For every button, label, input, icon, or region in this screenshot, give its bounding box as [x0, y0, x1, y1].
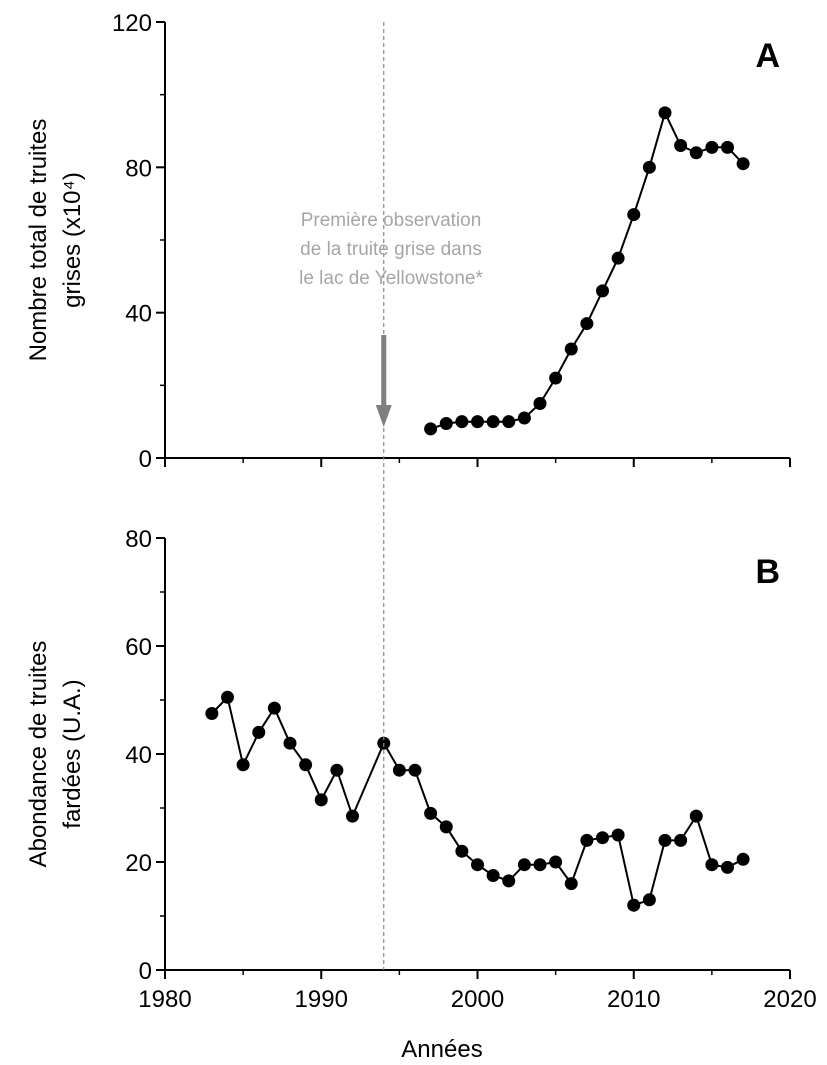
data-point: [314, 793, 328, 807]
panel-a-points: [424, 106, 750, 436]
data-point: [658, 106, 672, 120]
first-observation-annotation: Première observation de la truite grise d…: [299, 22, 484, 970]
data-point: [564, 342, 578, 356]
data-point: [221, 690, 234, 704]
data-point: [736, 157, 750, 171]
data-point: [486, 869, 500, 882]
y-tick-label: 80: [125, 526, 152, 553]
data-point: [705, 858, 719, 872]
y-tick-label: 20: [125, 850, 152, 877]
data-point: [267, 701, 281, 715]
y-tick-label: 0: [139, 446, 152, 473]
panel-a-y-axis-title: Nombre total de truites grises (x10⁴): [25, 119, 86, 362]
data-point: [283, 736, 297, 750]
y-axis-title-line: Nombre total de truites: [25, 119, 52, 362]
data-point: [642, 893, 656, 907]
data-point: [236, 758, 250, 772]
data-point: [580, 833, 594, 847]
data-point: [439, 416, 453, 430]
data-point: [627, 898, 641, 912]
y-tick-label: 0: [139, 958, 152, 985]
annotation-line: Première observation: [301, 210, 482, 231]
data-point: [611, 828, 625, 842]
data-point: [439, 820, 453, 834]
data-point: [674, 833, 688, 847]
data-point: [627, 208, 641, 222]
data-point: [471, 415, 484, 429]
annotation-line: le lac de Yellowstone*: [299, 268, 483, 289]
data-point: [502, 415, 516, 429]
data-point: [517, 858, 531, 872]
data-point: [486, 415, 500, 429]
panel-b-letter: B: [755, 553, 780, 591]
data-point: [517, 411, 531, 425]
data-point: [299, 758, 313, 772]
annotation-text: Première observation de la truite grise d…: [299, 210, 483, 289]
data-point: [736, 852, 750, 866]
data-point: [721, 140, 734, 154]
data-point: [705, 140, 719, 154]
panel-b-y-ticks: 0 20 40 60 80: [125, 526, 165, 985]
y-tick-label: 120: [112, 10, 152, 37]
data-point: [205, 707, 219, 720]
data-point: [346, 809, 359, 823]
y-tick-label: 40: [125, 742, 152, 769]
x-tick-label: 1980: [138, 986, 191, 1013]
panel-b-axes: [164, 538, 790, 971]
data-point: [564, 877, 578, 891]
data-point: [611, 251, 625, 265]
annotation-line: de la truite grise dans: [300, 239, 482, 260]
data-point: [580, 317, 594, 331]
data-point: [252, 725, 266, 739]
data-point: [549, 855, 563, 869]
data-point: [424, 422, 438, 436]
data-point: [424, 806, 438, 820]
data-point: [330, 763, 344, 777]
arrow-head: [375, 405, 392, 427]
y-axis-title-line: fardées (U.A.): [59, 679, 86, 828]
data-point: [455, 415, 469, 429]
panel-a-x-ticks: [164, 458, 791, 467]
panel-b-points: [205, 690, 750, 912]
panel-b-cutthroat-trout-chart: Abondance de truites fardées (U.A.) 0 20 40…: [25, 526, 817, 1063]
y-axis-title-line: Abondance de truites: [25, 641, 52, 868]
down-arrow-icon: [375, 335, 392, 427]
panel-a-lake-trout-chart: Nombre total de truites grises (x10⁴) 0 40…: [25, 10, 791, 473]
data-point: [674, 139, 688, 153]
data-point: [533, 858, 547, 872]
panel-a-y-ticks: 0 40 80 120: [112, 10, 165, 473]
data-point: [408, 763, 422, 777]
data-point: [658, 833, 672, 847]
data-point: [596, 284, 609, 298]
data-point: [596, 831, 609, 845]
x-tick-label: 2010: [607, 986, 660, 1013]
y-axis-title-line: grises (x10⁴): [59, 172, 86, 308]
data-point: [502, 874, 516, 888]
x-axis-title: Années: [401, 1036, 482, 1063]
panel-a-letter: A: [755, 37, 780, 75]
y-tick-label: 80: [125, 155, 152, 182]
x-tick-label: 2020: [763, 986, 816, 1013]
data-point: [721, 860, 734, 874]
data-point: [689, 146, 703, 160]
data-point: [642, 160, 656, 174]
data-point: [392, 763, 406, 777]
panel-b-y-axis-title: Abondance de truites fardées (U.A.): [25, 641, 86, 868]
data-point: [549, 371, 563, 385]
data-point: [689, 809, 703, 823]
data-point: [471, 858, 484, 872]
panel-b-series-line: [211, 695, 744, 907]
data-point: [455, 844, 469, 858]
y-tick-label: 60: [125, 634, 152, 661]
y-tick-label: 40: [125, 301, 152, 328]
x-tick-label: 2000: [451, 986, 504, 1013]
x-tick-label: 1990: [295, 986, 348, 1013]
data-point: [533, 397, 547, 410]
panel-b-x-ticks: 1980 1990 2000 2010 2020: [138, 970, 817, 1013]
